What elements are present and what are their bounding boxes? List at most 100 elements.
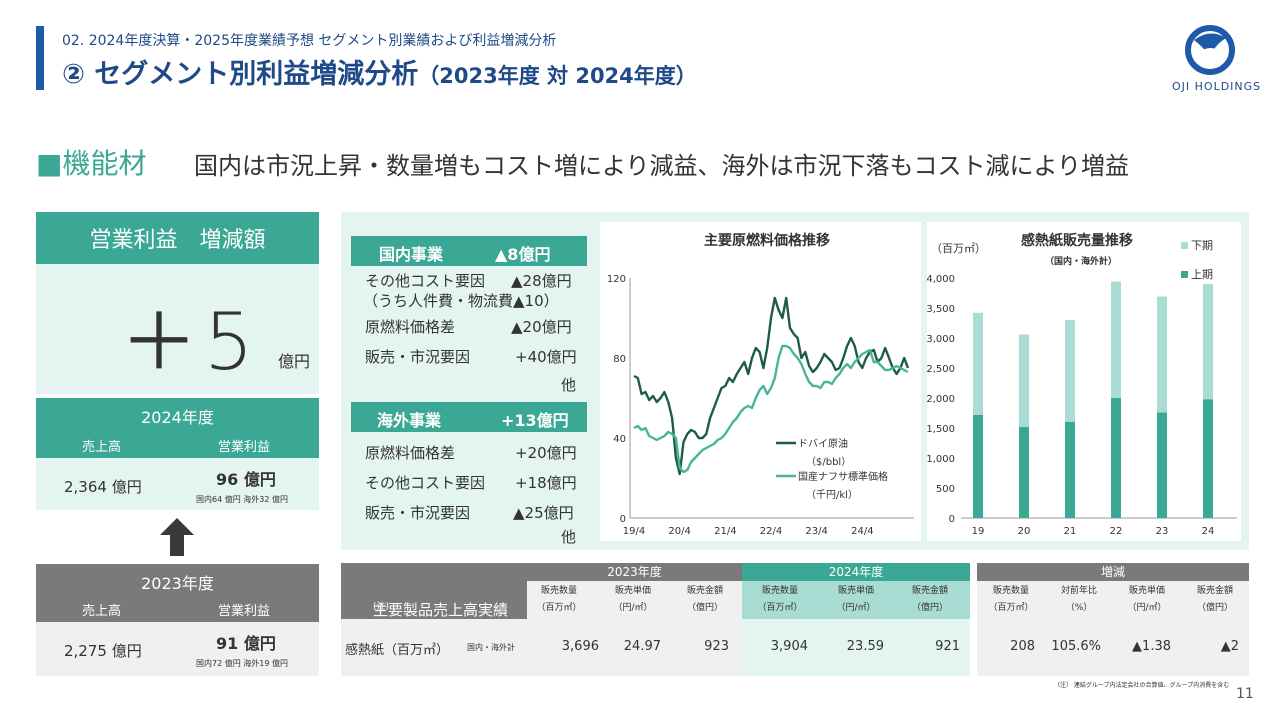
col-header: 販売単価 （円/㎡）	[1127, 586, 1167, 613]
overseas-row: 販売・市況要因	[365, 504, 471, 522]
table-row-label-cell: 感熱紙（百万㎡） 国内・海外計	[341, 619, 527, 676]
legend-unit: （$/bbl）	[806, 456, 851, 468]
price-chart-card: 主要原燃料価格推移 0 40 80 120 19/4 20/4 21/4 22/4 23/4 24…	[600, 222, 921, 541]
table-cell: 3,904	[770, 639, 808, 654]
x-tick-label: 23	[1156, 526, 1169, 537]
legend-label: 下期	[1191, 239, 1213, 252]
col-header: 販売金額 （億円）	[911, 586, 948, 613]
group-label: 2024年度	[742, 563, 970, 581]
volume-y-unit: （百万㎡）	[931, 242, 986, 255]
domestic-row: 販売・市況要因	[365, 348, 471, 366]
y-tick-label: 120	[607, 274, 626, 285]
y-tick-label: 40	[613, 434, 626, 445]
table-row-change: 208 105.6% ▲1.38 ▲2	[977, 619, 1249, 676]
page-number: 11	[1236, 686, 1254, 702]
col-header: 販売数量 （百万㎡）	[988, 586, 1034, 613]
fy2024-header: 2024年度 売上高 営業利益	[36, 398, 319, 458]
overseas-row-value: ▲25億円	[513, 504, 574, 522]
overseas-header: 海外事業 +13億円	[351, 402, 587, 432]
table-group-2023: 2023年度 販売数量 （百万㎡） 販売単価 （円/㎡） 販売金額 （億円）	[527, 563, 742, 619]
table-cell: ▲2	[1220, 639, 1239, 654]
x-tick-label: 20	[1018, 526, 1031, 537]
bar-second-half	[1111, 281, 1121, 398]
x-tick-label: 21	[1064, 526, 1077, 537]
x-tick-label: 24	[1202, 526, 1215, 537]
domestic-row-value: +40億円	[515, 348, 577, 366]
legend-label: ドバイ原油	[798, 437, 848, 450]
bar-second-half	[1065, 320, 1075, 422]
x-tick-label: 23/4	[805, 526, 827, 537]
table-cell: 3,696	[561, 639, 599, 654]
legend-unit: （千円/kl）	[806, 489, 858, 501]
kpi-value: ＋5	[120, 298, 260, 388]
volume-chart-card: 感熱紙販売量推移 （国内・海外計） （百万㎡） 0 500 1,000 1,500 2,…	[927, 222, 1241, 541]
volume-chart-title: 感熱紙販売量推移	[1021, 233, 1133, 249]
domestic-title: 国内事業	[379, 245, 444, 264]
x-tick-label: 22/4	[760, 526, 782, 537]
bar-first-half	[1157, 412, 1167, 518]
col-header: 販売金額 （億円）	[1196, 586, 1233, 613]
fy2024-label: 2024年度	[141, 408, 214, 427]
kpi-label: 営業利益 増減額	[36, 212, 319, 264]
overseas-row: 原燃料価格差	[365, 444, 456, 462]
table-title-note: (注)	[373, 602, 390, 612]
kpi-box: ＋5 億円	[36, 264, 319, 394]
fy2024-sales: 2,364 億円	[64, 478, 142, 496]
fy2024-col-sales: 売上高	[82, 440, 122, 455]
header-accent-bar	[36, 26, 44, 90]
section-title: ■機能材	[36, 147, 147, 180]
y-tick-label: 1,500	[927, 424, 955, 435]
fy2024-values: 2,364 億円 96 億円 国内64 億円 海外32 億円	[36, 458, 319, 510]
x-tick-label: 19/4	[623, 526, 645, 537]
bar-first-half	[1065, 422, 1075, 518]
fy2024-op-note: 国内64 億円 海外32 億円	[196, 495, 288, 504]
table-row-scope: 国内・海外計	[467, 643, 515, 652]
overseas-row: その他コスト要因	[365, 474, 486, 492]
volume-bar-chart: 0 500 1,000 1,500 2,000 2,500 3,000 3,500 4,000 1…	[927, 239, 1237, 537]
col-header: 販売単価 （円/㎡）	[836, 586, 876, 613]
table-row-2023: 3,696 24.97 923	[527, 619, 742, 676]
table-row-label: 感熱紙（百万㎡）	[345, 643, 450, 658]
fy2023-op-note: 国内72 億円 海外19 億円	[196, 659, 288, 668]
col-header: 販売金額 （億円）	[686, 586, 723, 613]
analysis-panel: 国内事業 ▲8億円 その他コスト要因 ▲28億円 （うち人件費・物流費▲10） …	[341, 212, 1249, 550]
price-chart-title: 主要原燃料価格推移	[704, 233, 830, 249]
table-cell: 208	[1010, 639, 1035, 654]
col-header: 販売数量 （百万㎡）	[757, 586, 803, 613]
legend-label: 国産ナフサ標準価格	[798, 470, 888, 483]
page-title: ② セグメント別利益増減分析（2023年度 対 2024年度）	[62, 52, 697, 91]
fy2023-values: 2,275 億円 91 億円 国内72 億円 海外19 億円	[36, 622, 319, 676]
table-cell: ▲1.38	[1132, 639, 1171, 654]
domestic-header: 国内事業 ▲8億円	[351, 236, 587, 266]
fy2023-col-op: 営業利益	[218, 604, 271, 619]
domestic-row: 原燃料価格差	[365, 318, 456, 336]
overseas-total: +13億円	[501, 411, 569, 430]
header-subtitle: 02. 2024年度決算・2025年度業績予想 セグメント別業績および利益増減分…	[62, 33, 557, 49]
domestic-row-value: ▲20億円	[511, 318, 572, 336]
x-tick-label: 20/4	[668, 526, 690, 537]
bar-first-half	[973, 414, 983, 518]
section-description: 国内は市況上昇・数量増もコスト増により減益、海外は市況下落もコスト減により増益	[194, 152, 1130, 180]
x-tick-label: 24/4	[851, 526, 873, 537]
bar-first-half	[1111, 398, 1121, 518]
group-label: 増減	[977, 563, 1249, 581]
oji-logo-icon	[1185, 25, 1235, 75]
overseas-row-value: +20億円	[515, 444, 577, 462]
y-tick-label: 0	[620, 514, 626, 525]
legend-label: 上期	[1191, 268, 1213, 281]
series-line-naphtha	[633, 344, 909, 474]
logo-text: OJI HOLDINGS	[1172, 80, 1262, 93]
y-tick-label: 1,000	[927, 454, 955, 465]
domestic-row-value: ▲28億円	[511, 272, 572, 290]
page-title-main: ② セグメント別利益増減分析	[62, 59, 419, 90]
arrow-up-icon	[160, 518, 194, 556]
y-tick-label: 2,000	[927, 394, 955, 405]
domestic-total: ▲8億円	[495, 245, 551, 264]
legend-swatch	[1181, 242, 1188, 249]
fy2023-col-sales: 売上高	[82, 604, 122, 619]
fy2023-op: 91 億円	[216, 634, 276, 653]
table-title-cell: 主要製品売上高実績 (注)	[341, 563, 527, 619]
y-tick-label: 2,500	[927, 364, 955, 375]
footnote: （注） 連結グループ内法定会社の合算値、グループ内消費を含む	[1054, 682, 1230, 689]
bar-first-half	[1203, 399, 1213, 518]
